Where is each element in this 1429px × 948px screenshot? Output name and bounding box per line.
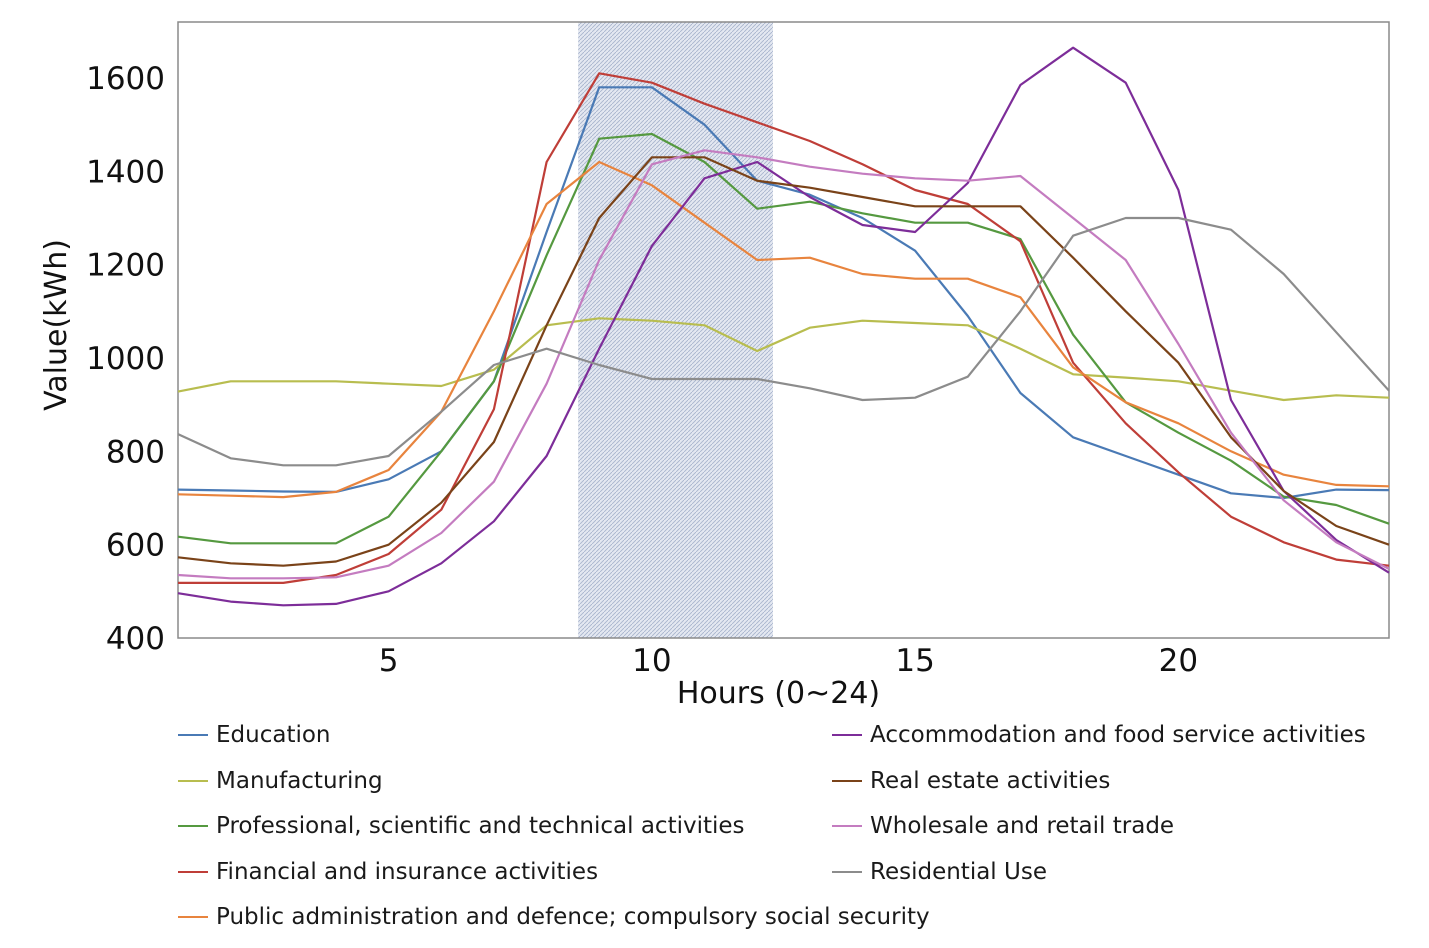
y-tick-label: 800 [106, 434, 165, 470]
legend-swatch [178, 779, 208, 782]
series-line-accommodation-and-food-service-activities [177, 46, 1390, 607]
legend-item: Manufacturing [178, 768, 383, 794]
legend-item: Education [178, 722, 331, 748]
series-line-wholesale-and-retail-trade [177, 149, 1390, 580]
y-axis-label: Value(kWh) [39, 239, 74, 411]
legend-item: Public administration and defence; compu… [178, 904, 930, 930]
series-line-professional-scientific-and-technical-activities [177, 132, 1390, 545]
legend-label: Education [216, 722, 331, 748]
legend-swatch [178, 825, 208, 827]
series-line-manufacturing [177, 317, 1390, 402]
legend-swatch [178, 870, 208, 873]
legend-swatch [178, 916, 208, 918]
y-tick-label: 1200 [86, 248, 165, 284]
plot-frame [177, 21, 1390, 639]
legend-item: Professional, scientific and technical a… [178, 813, 745, 839]
y-tick-label: 1600 [86, 61, 165, 97]
legend-label: Manufacturing [216, 767, 383, 794]
legend-swatch [832, 734, 862, 736]
legend-item: Accommodation and food service activitie… [832, 722, 1366, 748]
series-line-financial-and-insurance-activities [178, 72, 1390, 585]
legend-swatch [832, 825, 862, 827]
series-line-public-administration-and-defence-compulsory-social-security [177, 160, 1390, 499]
legend-label: Residential Use [870, 858, 1047, 885]
legend-item: Real estate activities [832, 768, 1110, 794]
legend-label: Public administration and defence; compu… [216, 904, 930, 930]
x-tick-label: 10 [632, 643, 671, 679]
y-tick-label: 600 [106, 528, 165, 564]
series-line-real-estate-activities [177, 156, 1390, 567]
y-tick-label: 1000 [86, 341, 165, 377]
y-tick-label: 1400 [86, 154, 165, 190]
y-tick-label: 400 [106, 621, 165, 657]
legend-swatch [178, 734, 208, 736]
x-tick-label: 5 [379, 643, 399, 679]
line-chart: 400 600 800 1000 1200 1400 1600 5 10 15 20 Hours (0… [39, 21, 1390, 711]
x-tick-label: 15 [895, 643, 934, 679]
legend-swatch [832, 870, 862, 873]
legend-label: Wholesale and retail trade [870, 813, 1175, 839]
series-line-residential-use [177, 216, 1390, 467]
legend-label: Financial and insurance activities [216, 858, 599, 885]
x-tick-label: 20 [1159, 643, 1198, 679]
chart-legend: Education Accommodation and food service … [178, 722, 1418, 942]
legend-label: Professional, scientific and technical a… [216, 813, 745, 839]
legend-label: Real estate activities [870, 767, 1111, 794]
legend-label: Accommodation and food service activitie… [870, 722, 1366, 748]
legend-item: Wholesale and retail trade [832, 813, 1174, 839]
series-line-education [177, 86, 1390, 500]
legend-item: Financial and insurance activities [178, 859, 598, 885]
legend-swatch [832, 779, 862, 782]
legend-item: Residential Use [832, 859, 1047, 885]
x-axis-label: Hours (0~24) [677, 676, 880, 711]
highlight-band [578, 22, 773, 638]
